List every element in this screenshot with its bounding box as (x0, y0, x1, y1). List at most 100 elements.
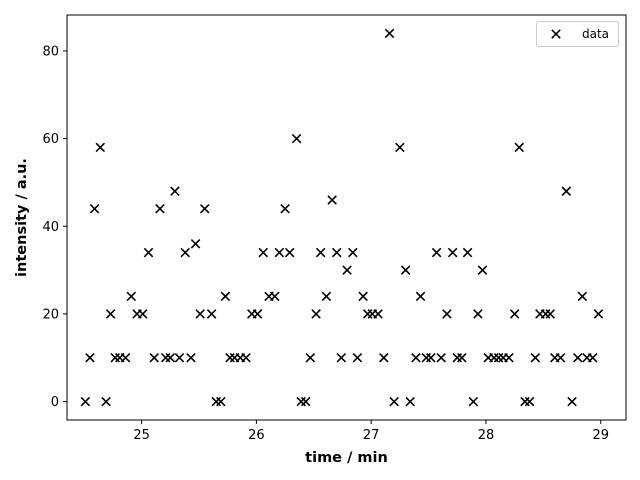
data-point (321, 291, 332, 302)
data-point (305, 352, 316, 363)
legend-marker-x (551, 29, 561, 39)
data-point (155, 203, 165, 214)
data-point (216, 396, 226, 407)
data-point (311, 309, 321, 319)
data-point (336, 352, 347, 363)
y-axis-label: intensity / a.u. (14, 158, 30, 277)
data-point (395, 142, 405, 153)
data-point (190, 239, 201, 249)
data-point (296, 396, 306, 407)
data-point (220, 291, 231, 302)
data-point (400, 265, 411, 275)
data-point (520, 396, 530, 407)
data-point (348, 247, 358, 258)
data-point (160, 352, 171, 363)
data-point (174, 352, 185, 363)
x-tick-label: 25 (133, 428, 150, 443)
data-point (241, 352, 251, 363)
data-point (126, 291, 137, 302)
data-point (206, 309, 217, 319)
data-point (415, 291, 426, 302)
data-point (315, 247, 326, 258)
data-point (342, 265, 352, 275)
legend-marker-x-shape (551, 29, 561, 39)
data-point (593, 309, 604, 319)
data-point (258, 247, 269, 258)
y-axis-ticks: 0 20 40 60 80 (42, 44, 67, 410)
data-point (379, 352, 389, 363)
data-point (89, 203, 100, 214)
data-point (211, 396, 221, 407)
data-point (331, 247, 342, 258)
data-point (442, 309, 452, 319)
data-point (489, 352, 499, 363)
data-point (291, 133, 302, 144)
data-point (462, 247, 473, 258)
legend: data (536, 21, 619, 47)
data-point (573, 352, 583, 363)
x-tick-label: 29 (592, 428, 609, 443)
data-point (274, 247, 285, 258)
data-point (110, 352, 120, 363)
data-point (587, 352, 598, 363)
data-point (389, 396, 399, 407)
data-point (85, 352, 95, 363)
data-point (504, 352, 514, 363)
data-point (186, 352, 196, 363)
data-point (411, 352, 421, 363)
plot-frame (66, 14, 627, 421)
legend-box (536, 21, 619, 47)
data-point (493, 352, 504, 363)
data-point (120, 352, 131, 363)
data-point (101, 396, 111, 407)
data-point (170, 186, 180, 196)
data-point (426, 352, 436, 363)
data-point (280, 203, 290, 214)
data-point (199, 203, 210, 214)
y-tick-label: 60 (42, 132, 59, 147)
data-point (143, 247, 154, 258)
data-point (514, 142, 525, 153)
data-point (468, 396, 479, 407)
data-point (269, 291, 280, 302)
data-point (80, 396, 91, 407)
x-tick-label: 27 (363, 428, 380, 443)
x-axis-ticks: 25 26 27 28 29 (133, 420, 609, 443)
data-point (452, 352, 463, 363)
data-point (284, 247, 295, 258)
data-point (567, 396, 577, 407)
data-point (431, 247, 442, 258)
data-point (362, 309, 373, 319)
data-point (545, 309, 556, 319)
data-point (447, 247, 458, 258)
data-point (327, 195, 337, 205)
data-point (358, 291, 368, 302)
data-point (352, 352, 363, 363)
y-tick-label: 20 (42, 307, 59, 322)
data-point (95, 142, 106, 153)
x-tick-label: 28 (478, 428, 495, 443)
data-point (509, 309, 520, 319)
data-point (165, 352, 176, 363)
data-point (540, 309, 551, 319)
y-tick-label: 0 (51, 395, 59, 410)
legend-entry-data: data (582, 27, 609, 41)
data-point (405, 396, 415, 407)
data-point (137, 309, 148, 319)
data-point (457, 352, 467, 363)
data-point (555, 352, 566, 363)
x-axis-label: time / min (305, 450, 388, 466)
data-point (300, 396, 311, 407)
y-tick-label: 80 (42, 44, 59, 59)
data-point (180, 247, 190, 258)
data-point (577, 291, 588, 302)
data-point (384, 28, 395, 39)
data-point (105, 309, 116, 319)
data-points (80, 28, 604, 407)
data-point (252, 309, 263, 319)
data-point (436, 352, 446, 363)
data-point (373, 309, 383, 319)
y-tick-label: 40 (42, 220, 59, 235)
data-point (149, 352, 160, 363)
